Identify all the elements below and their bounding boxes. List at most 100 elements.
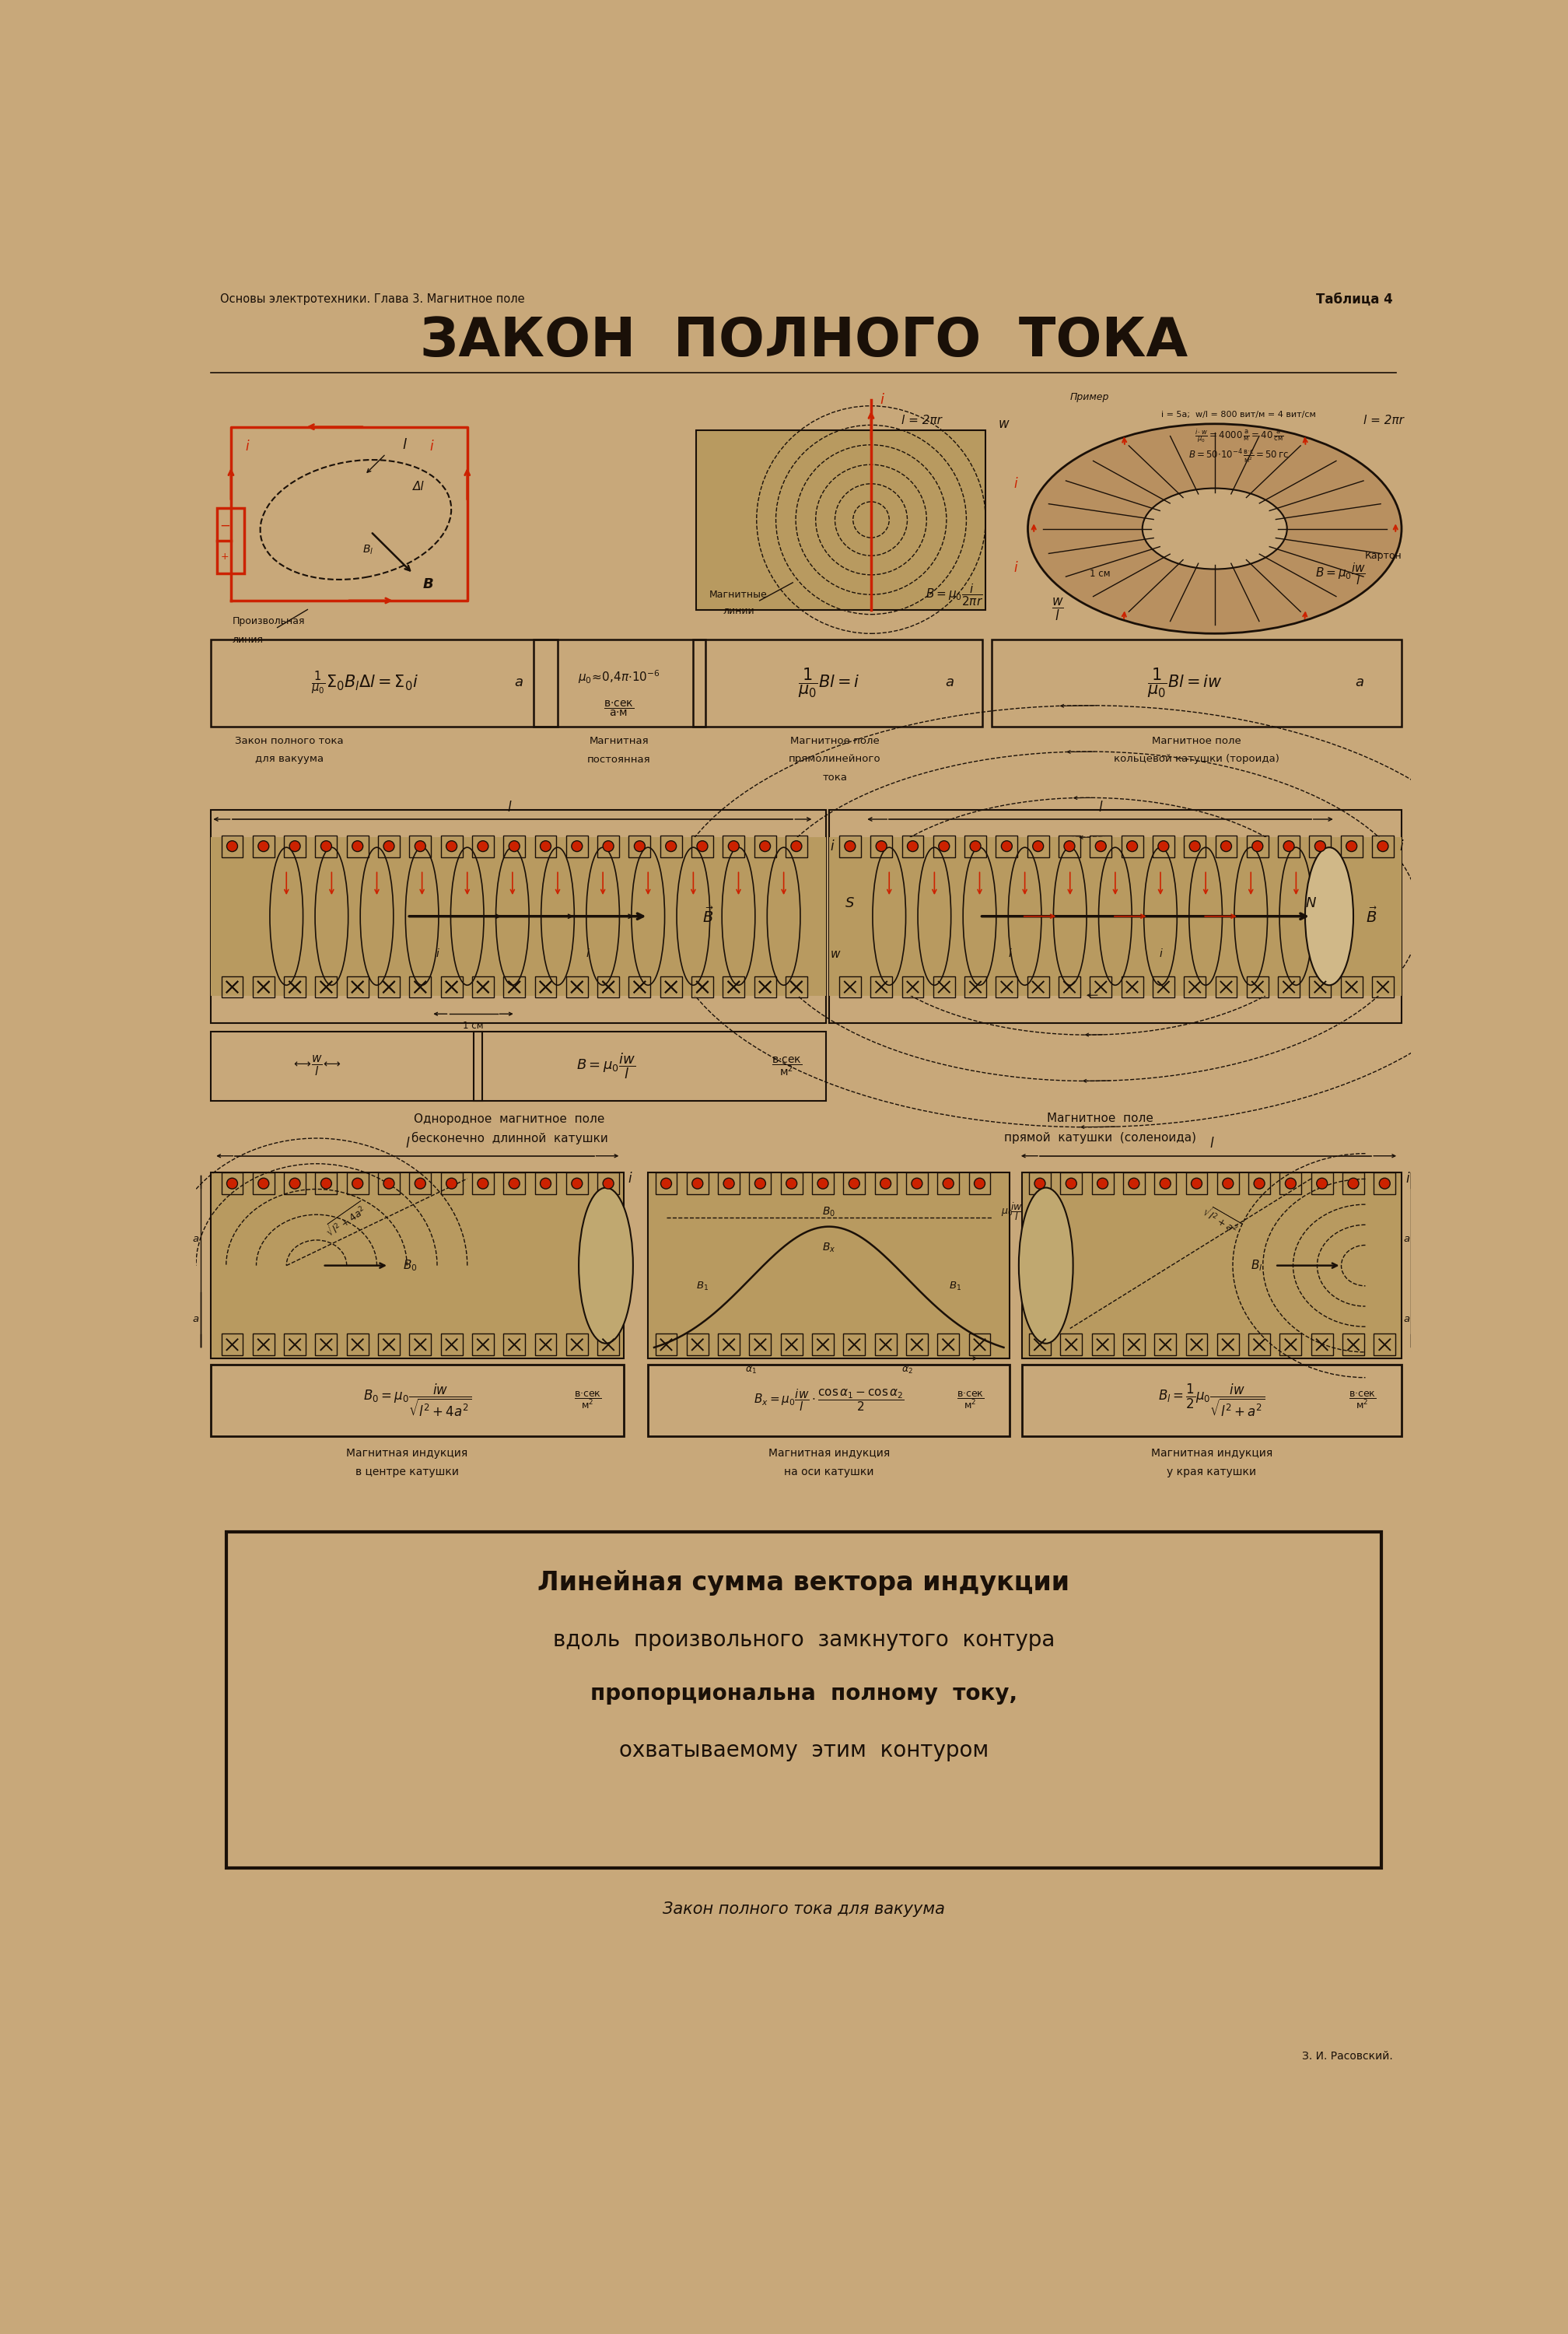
Text: кольцевой катушки (тороида): кольцевой катушки (тороида)	[1113, 754, 1279, 766]
Ellipse shape	[1019, 1188, 1073, 1344]
Bar	[347, 1172, 368, 1195]
Bar	[1309, 976, 1331, 997]
Bar	[1342, 1172, 1364, 1195]
Text: Пример: Пример	[1069, 392, 1109, 401]
Bar	[629, 976, 651, 997]
Bar	[284, 976, 306, 997]
Text: $\frac{1}{\mu_0}\Sigma_0 B_l \Delta l = \Sigma_0 i$: $\frac{1}{\mu_0}\Sigma_0 B_l \Delta l = …	[310, 670, 419, 696]
Bar	[781, 1172, 803, 1195]
Circle shape	[447, 840, 456, 852]
Bar	[1152, 836, 1174, 857]
Bar	[221, 1172, 243, 1195]
Text: l: l	[1098, 801, 1102, 815]
Bar	[812, 1172, 834, 1195]
Bar	[1154, 1333, 1176, 1356]
Ellipse shape	[1305, 847, 1353, 985]
Circle shape	[353, 840, 362, 852]
Bar	[1217, 1172, 1239, 1195]
Bar	[1060, 1333, 1082, 1356]
Bar	[648, 1365, 1010, 1435]
Bar	[1374, 1172, 1396, 1195]
Text: 1 см: 1 см	[1090, 569, 1110, 579]
Circle shape	[259, 1179, 270, 1188]
Bar	[441, 1333, 463, 1356]
Text: Δl: Δl	[414, 481, 425, 492]
Bar	[597, 1333, 619, 1356]
Text: −: −	[220, 518, 230, 532]
Bar	[1060, 1172, 1082, 1195]
Text: N: N	[1306, 896, 1317, 910]
Circle shape	[942, 1179, 953, 1188]
Bar	[503, 1172, 525, 1195]
Circle shape	[759, 840, 770, 852]
Bar	[1091, 1333, 1113, 1356]
Text: $\alpha_2$: $\alpha_2$	[902, 1365, 913, 1375]
Bar	[1027, 836, 1049, 857]
Bar	[1185, 1333, 1207, 1356]
Circle shape	[817, 1179, 828, 1188]
Bar	[252, 1333, 274, 1356]
Circle shape	[728, 840, 739, 852]
Circle shape	[541, 1179, 550, 1188]
Bar	[1091, 1172, 1113, 1195]
Bar	[503, 836, 525, 857]
Bar	[1184, 836, 1206, 857]
Bar	[1248, 1172, 1270, 1195]
Ellipse shape	[579, 1188, 633, 1344]
Text: Закон полного тока: Закон полного тока	[235, 735, 343, 747]
Text: $\dfrac{\text{в·сек}}{\text{а·м}}$: $\dfrac{\text{в·сек}}{\text{а·м}}$	[604, 698, 635, 719]
Text: Таблица 4: Таблица 4	[1316, 292, 1392, 306]
Bar	[1022, 1172, 1402, 1358]
Text: $\dfrac{1}{\mu_0} Bl = i$: $\dfrac{1}{\mu_0} Bl = i$	[798, 665, 859, 700]
Bar	[829, 810, 1402, 1022]
Bar	[441, 1172, 463, 1195]
Text: $\dfrac{1}{\mu_0} Bl = iw$: $\dfrac{1}{\mu_0} Bl = iw$	[1146, 665, 1221, 700]
Text: на оси катушки: на оси катушки	[784, 1466, 873, 1477]
Circle shape	[1096, 840, 1105, 852]
Text: $B = \mu_0 \dfrac{i}{2\pi r}$: $B = \mu_0 \dfrac{i}{2\pi r}$	[925, 581, 983, 607]
Bar	[597, 1172, 619, 1195]
Text: a: a	[1403, 1232, 1410, 1244]
Text: $B_1$: $B_1$	[696, 1281, 709, 1293]
Bar	[870, 976, 892, 997]
Text: i: i	[1406, 1172, 1410, 1186]
Bar	[1058, 976, 1080, 997]
Circle shape	[845, 840, 856, 852]
Text: i: i	[1014, 560, 1018, 574]
Text: $B_0 = \mu_0 \dfrac{iw}{\sqrt{l^2 + 4a^2}}$: $B_0 = \mu_0 \dfrac{iw}{\sqrt{l^2 + 4a^2…	[364, 1382, 472, 1419]
Bar	[750, 1333, 771, 1356]
Bar	[252, 836, 274, 857]
Bar	[1058, 836, 1080, 857]
Bar	[597, 836, 619, 857]
Circle shape	[1159, 840, 1168, 852]
Circle shape	[571, 1179, 582, 1188]
Text: a: a	[1355, 675, 1364, 689]
Circle shape	[1254, 1179, 1265, 1188]
Text: $B_0$: $B_0$	[822, 1204, 836, 1218]
Text: З. И. Расовский.: З. И. Расовский.	[1303, 2052, 1392, 2061]
Bar	[441, 836, 463, 857]
Bar	[378, 976, 400, 997]
Bar	[212, 640, 558, 726]
Bar	[655, 1172, 677, 1195]
Bar	[875, 1333, 897, 1356]
Text: a: a	[946, 675, 953, 689]
Bar	[1341, 976, 1363, 997]
Circle shape	[227, 840, 238, 852]
Bar	[347, 976, 368, 997]
Bar	[1247, 836, 1269, 857]
Bar	[1029, 1172, 1051, 1195]
Text: Однородное  магнитное  поле: Однородное магнитное поле	[414, 1113, 605, 1125]
Circle shape	[510, 1179, 519, 1188]
Circle shape	[790, 840, 801, 852]
Bar	[1374, 1333, 1396, 1356]
Text: w: w	[999, 418, 1010, 432]
Circle shape	[1380, 1179, 1391, 1188]
Bar	[1248, 1333, 1270, 1356]
Text: i: i	[430, 439, 433, 453]
Bar	[566, 976, 588, 997]
Bar	[597, 976, 619, 997]
Text: $B = \mu_0\dfrac{iw}{l}$: $B = \mu_0\dfrac{iw}{l}$	[1316, 560, 1366, 586]
Text: ЗАКОН  ПОЛНОГО  ТОКА: ЗАКОН ПОЛНОГО ТОКА	[420, 315, 1187, 366]
Bar	[535, 976, 557, 997]
